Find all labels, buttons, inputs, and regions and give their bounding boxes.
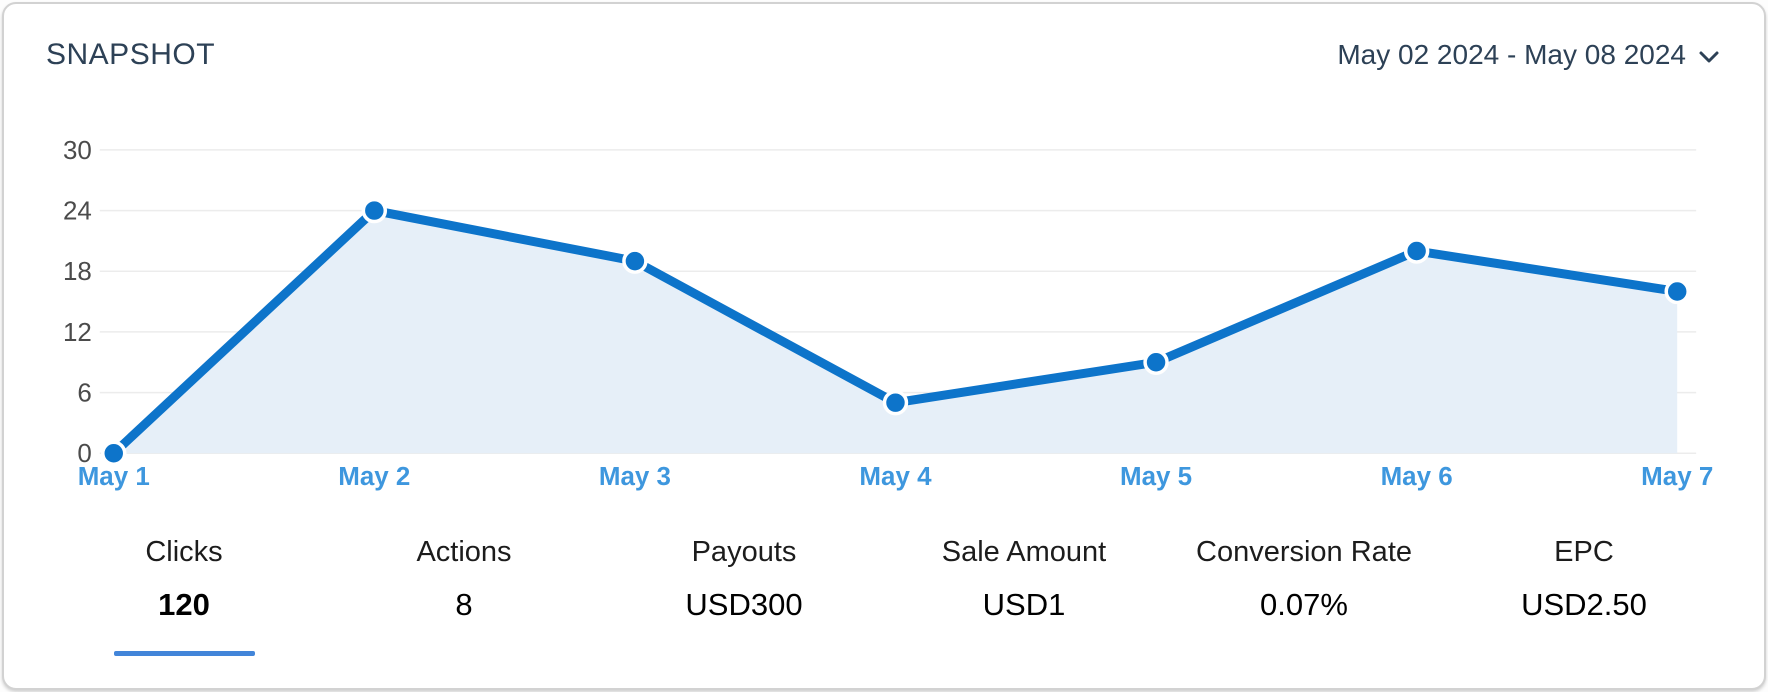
- snapshot-chart: 0 6 12 18 24 30 May 1 May 2 May 3 May 4 May 5 May 6…: [4, 114, 1764, 494]
- stat-tab-conversion-rate[interactable]: Conversion Rate 0.07%: [1164, 535, 1444, 656]
- area-chart-svg: 0 6 12 18 24 30 May 1 May 2 May 3 May 4 May 5 May 6…: [63, 137, 1713, 491]
- y-axis-tick-label: 0: [77, 440, 91, 468]
- y-axis-tick-label: 30: [63, 137, 92, 165]
- data-point[interactable]: [622, 248, 648, 274]
- stat-tab-clicks[interactable]: Clicks 120: [44, 535, 324, 656]
- y-axis-tick-label: 24: [63, 198, 92, 226]
- y-axis-tick-label: 18: [63, 258, 92, 286]
- stat-value: 0.07%: [1260, 587, 1348, 622]
- x-axis-tick-label: May 4: [859, 463, 932, 491]
- date-range-label: May 02 2024 - May 08 2024: [1337, 39, 1686, 70]
- stats-row: Clicks 120 Actions 8 Payouts USD300 Sale…: [44, 535, 1724, 656]
- data-point[interactable]: [1403, 238, 1430, 264]
- data-point[interactable]: [1664, 278, 1690, 305]
- data-point[interactable]: [361, 197, 388, 224]
- x-axis-tick-label: May 7: [1641, 463, 1713, 491]
- stat-label: Clicks: [145, 536, 223, 568]
- stat-tab-sale-amount[interactable]: Sale Amount USD1: [884, 535, 1164, 656]
- chevron-down-icon: [1698, 50, 1720, 64]
- x-axis-tick-label: May 2: [338, 463, 410, 491]
- stat-label: Actions: [416, 536, 512, 568]
- stat-label: EPC: [1554, 536, 1614, 568]
- stat-value: 120: [158, 587, 210, 622]
- stat-value: USD1: [982, 587, 1066, 622]
- y-axis-tick-label: 6: [77, 380, 91, 408]
- series-area-fill: [113, 210, 1678, 454]
- date-range-selector[interactable]: May 02 2024 - May 08 2024: [1337, 39, 1720, 71]
- stat-value: 8: [455, 587, 473, 622]
- x-axis-tick-label: May 5: [1120, 463, 1192, 491]
- data-point[interactable]: [882, 389, 909, 416]
- card-header: SNAPSHOT May 02 2024 - May 08 2024: [46, 38, 1720, 72]
- y-axis-tick-label: 12: [63, 319, 92, 347]
- stat-tab-actions[interactable]: Actions 8: [324, 535, 604, 656]
- data-point[interactable]: [101, 440, 127, 466]
- stat-value: USD2.50: [1521, 587, 1647, 622]
- stat-label: Payouts: [691, 536, 797, 568]
- stat-tab-epc[interactable]: EPC USD2.50: [1444, 535, 1724, 656]
- stat-tab-payouts[interactable]: Payouts USD300: [604, 535, 884, 656]
- active-tab-underline: [113, 651, 255, 656]
- x-axis-tick-label: May 1: [78, 463, 150, 491]
- x-axis-tick-label: May 6: [1381, 463, 1453, 491]
- x-axis-tick-label: May 3: [599, 463, 671, 491]
- stat-value: USD300: [685, 587, 803, 622]
- stat-label: Conversion Rate: [1196, 536, 1412, 568]
- page-title: SNAPSHOT: [46, 38, 216, 71]
- data-point[interactable]: [1143, 349, 1169, 375]
- stat-label: Sale Amount: [941, 536, 1107, 568]
